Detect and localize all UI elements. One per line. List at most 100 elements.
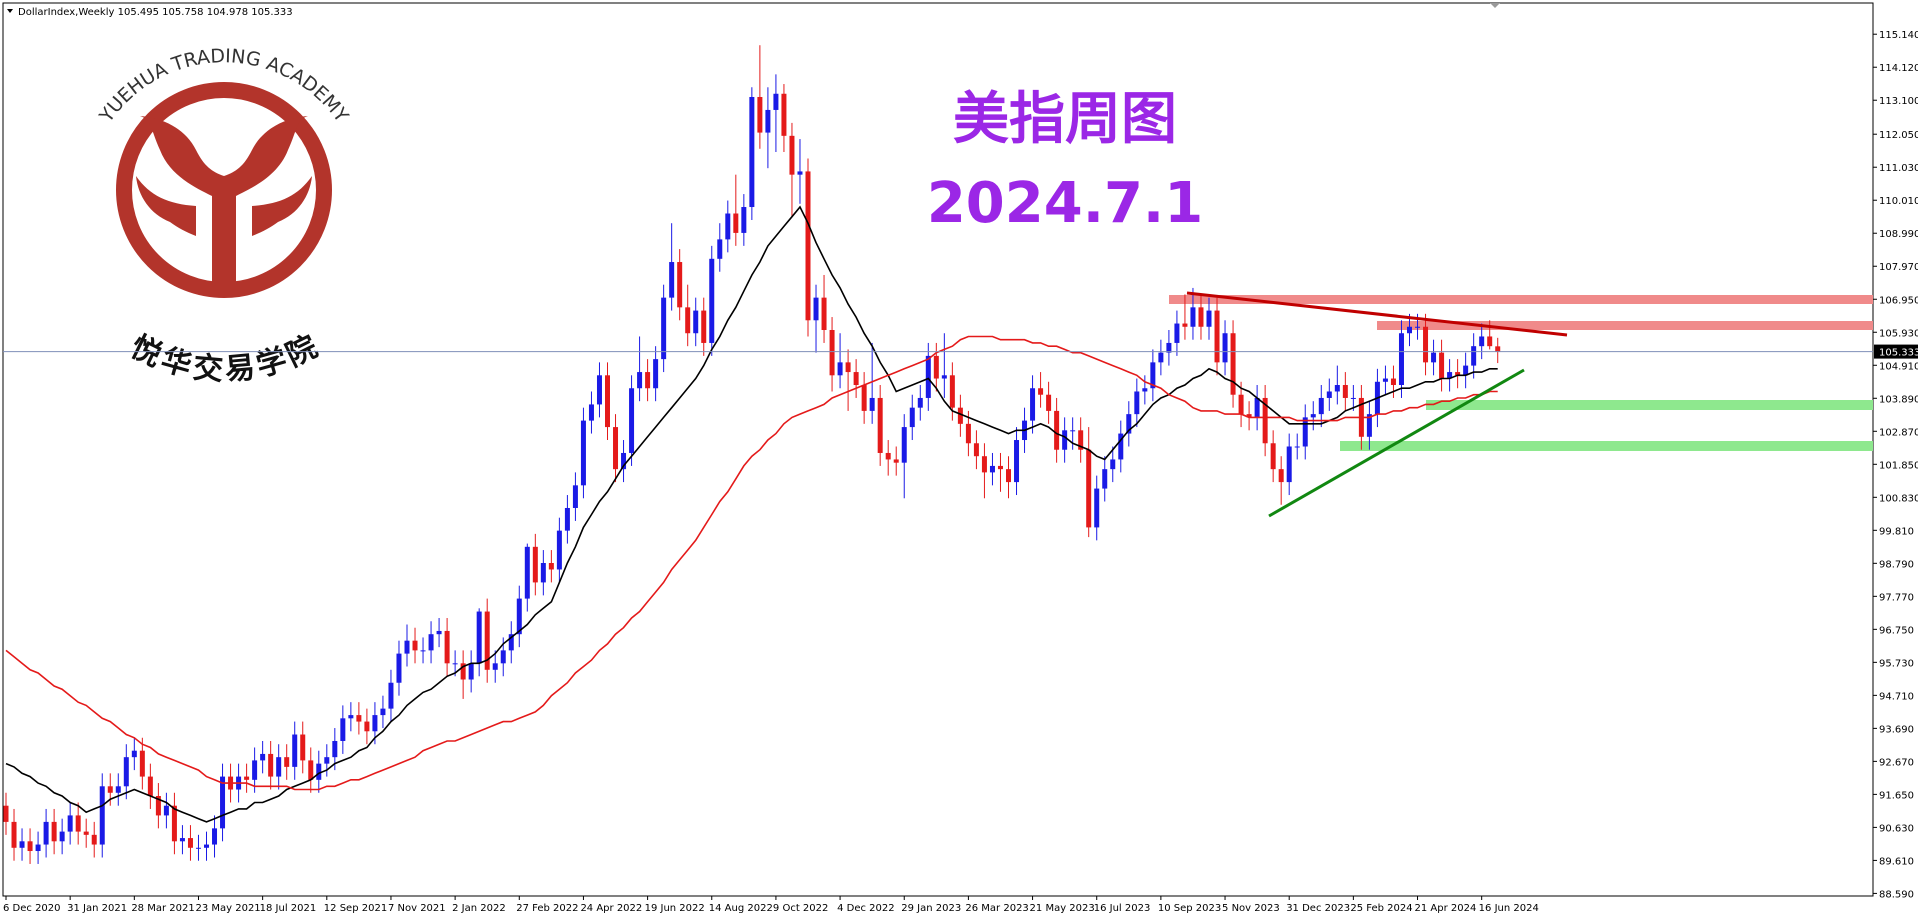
candle-body — [949, 375, 955, 408]
candle-body — [885, 452, 891, 460]
chart-subtitle: 2024.7.1 — [927, 171, 1203, 236]
candle-body — [1182, 323, 1188, 327]
candle-body — [59, 831, 65, 842]
candle-body — [588, 404, 594, 421]
candle-body — [155, 796, 161, 816]
candle-body — [91, 834, 97, 845]
x-tick-label: 21 May 2023 — [1030, 903, 1095, 914]
x-tick-label: 4 Dec 2022 — [837, 903, 895, 914]
candle-body — [123, 757, 129, 787]
candle-body — [1174, 323, 1180, 343]
candle-body — [316, 763, 322, 780]
candle-body — [452, 663, 458, 665]
candle-body — [1278, 469, 1284, 483]
x-tick-label: 24 Apr 2022 — [580, 903, 642, 914]
candle-body — [677, 262, 683, 308]
candle-body — [147, 776, 153, 797]
y-tick-label: 88.590 — [1879, 889, 1914, 900]
candle-body — [540, 563, 546, 583]
candle-body — [1286, 446, 1292, 483]
x-tick-label: 26 Mar 2023 — [965, 903, 1028, 914]
candle-body — [364, 721, 370, 732]
candle-body — [468, 663, 474, 680]
x-tick-label: 2 Jan 2022 — [452, 903, 506, 914]
candle-body — [1014, 440, 1020, 483]
candle-body — [909, 407, 915, 428]
candle-body — [661, 297, 667, 360]
x-tick-label: 7 Nov 2021 — [388, 903, 446, 914]
candle-body — [1270, 443, 1276, 470]
candle-body — [460, 663, 466, 680]
support-zone — [1340, 441, 1873, 451]
candle-body — [276, 757, 282, 777]
candle-body — [179, 838, 185, 842]
candle-body — [1294, 446, 1300, 448]
candle-body — [532, 546, 538, 583]
candle-body — [348, 715, 354, 719]
y-tick-label: 93.690 — [1879, 724, 1914, 735]
candle-body — [204, 844, 209, 848]
x-tick-label: 31 Dec 2023 — [1286, 903, 1350, 914]
logo-leaf-left — [136, 176, 196, 236]
y-tick-label: 92.670 — [1879, 757, 1914, 768]
x-tick-label: 16 Jun 2024 — [1479, 903, 1539, 914]
candle-body — [171, 805, 177, 842]
candle-body — [292, 734, 298, 767]
candle-body — [1487, 336, 1493, 347]
y-tick-label: 94.710 — [1879, 691, 1914, 702]
resistance-trendline — [1186, 291, 1568, 337]
candle-body — [733, 213, 739, 233]
price-label-box — [1874, 344, 1918, 359]
candle-body — [1078, 430, 1084, 450]
candle-body — [845, 362, 851, 373]
candle-body — [300, 734, 306, 761]
candle-body — [837, 362, 843, 376]
candle-body — [99, 786, 105, 845]
candle-body — [933, 355, 939, 379]
candle-body — [1126, 414, 1132, 434]
x-tick-label: 10 Sep 2023 — [1158, 903, 1221, 914]
candle-body — [1318, 397, 1324, 415]
x-tick-label: 12 Sep 2021 — [324, 903, 387, 914]
candle-body — [1302, 417, 1308, 447]
candle-body — [476, 611, 482, 664]
candle-body — [1495, 346, 1501, 352]
candle-body — [981, 456, 987, 473]
logo-emblem — [140, 116, 308, 290]
candle-body — [19, 841, 25, 848]
y-tick-label: 102.870 — [1879, 427, 1918, 438]
candle-body — [1342, 385, 1348, 398]
candle-body — [1390, 378, 1396, 386]
y-tick-label: 91.650 — [1879, 790, 1914, 801]
candle-body — [869, 397, 875, 411]
y-tick-label: 98.790 — [1879, 559, 1914, 570]
candle-body — [965, 423, 971, 444]
candle-body — [107, 786, 113, 793]
candle-body — [436, 630, 442, 635]
candle-body — [492, 663, 498, 670]
x-tick-label: 9 Oct 2022 — [773, 903, 828, 914]
candle-body — [1070, 430, 1076, 432]
candle-body — [27, 841, 33, 852]
candle-body — [556, 530, 562, 570]
candle-body — [500, 650, 506, 664]
candle-body — [829, 329, 835, 376]
y-tick-label: 90.630 — [1879, 823, 1914, 834]
candle-body — [195, 847, 201, 849]
candle-body — [725, 213, 731, 240]
support-zone — [1426, 400, 1873, 410]
candle-body — [1262, 397, 1268, 444]
candle-body — [548, 563, 554, 570]
candle-body — [1046, 394, 1052, 411]
candle-body — [572, 485, 578, 508]
candle-body — [284, 757, 290, 767]
candle-body — [741, 207, 747, 233]
header-open: 105.495 — [118, 7, 159, 18]
y-tick-label: 96.750 — [1879, 625, 1914, 636]
candle-body — [701, 310, 707, 343]
candle-body — [1463, 365, 1469, 376]
support-trendline — [1268, 368, 1525, 518]
candle-body — [1334, 385, 1340, 392]
candle-body — [1439, 352, 1445, 379]
